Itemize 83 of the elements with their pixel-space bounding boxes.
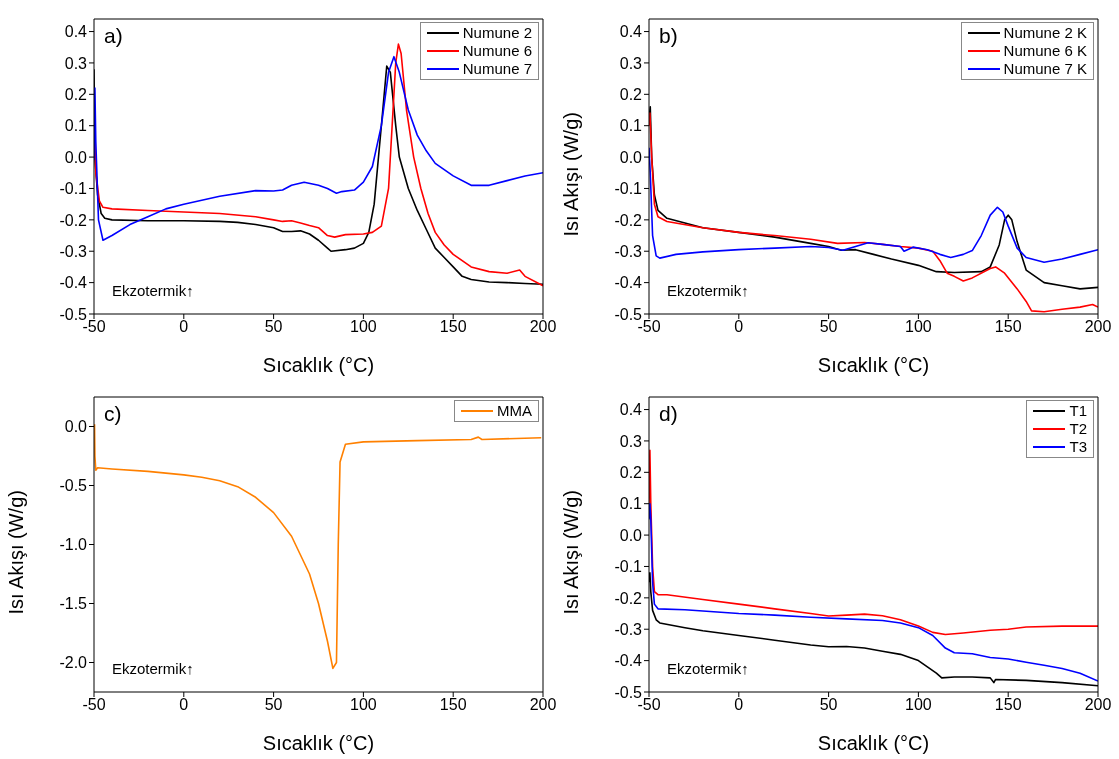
legend-label: Numune 6 K [1003,42,1087,60]
y-tick-label: 0.2 [619,464,643,481]
y-tick-label: -0.4 [59,274,88,292]
x-tick-label: 50 [264,318,283,336]
y-tick-label: -0.3 [614,620,643,638]
x-tick-label: 150 [994,696,1022,714]
legend-label: Numune 7 K [1003,60,1087,78]
y-tick-label: 0.0 [619,148,643,166]
chart-title: b) [659,24,678,48]
annotation: Ekzotermik↑ [667,660,749,677]
legend-label: T2 [1069,420,1087,438]
chart-title: d) [659,402,678,426]
y-tick-label: 0.0 [619,526,643,544]
line-series [94,55,543,242]
x-tick-label: -50 [82,696,106,714]
y-tick-label: 0.0 [64,148,88,166]
y-tick-label: 0.3 [619,54,643,72]
y-tick-label: -0.2 [614,589,643,607]
y-tick-label: -2.0 [59,654,88,672]
legend-label: Numune 6 [462,42,532,60]
line-series [649,502,1098,682]
y-tick-label: -1.0 [59,536,88,554]
x-tick-label: 0 [179,318,189,336]
y-tick-label: -0.1 [59,180,88,198]
x-tick-label: 100 [905,696,932,714]
y-tick-label: -0.5 [614,683,643,701]
y-tick-label: 0.3 [64,54,88,72]
x-tick-label: 150 [439,318,467,336]
y-tick-label: 0.1 [64,117,88,135]
x-tick-label: 200 [529,696,557,714]
chart-title: c) [104,402,122,426]
y-tick-label: -0.5 [614,305,643,323]
y-tick-label: 0.2 [619,86,643,103]
legend-label: T1 [1069,402,1087,420]
y-tick-label: -0.3 [614,242,643,260]
x-tick-label: 200 [1084,696,1112,714]
legend-label: Numune 2 [462,24,532,42]
x-tick-label: 50 [264,696,283,714]
x-tick-label: 200 [529,318,557,336]
x-tick-label: 50 [819,696,838,714]
legend-label: MMA [497,402,532,420]
y-tick-label: -0.1 [614,180,643,198]
x-tick-label: 50 [819,318,838,336]
x-axis-title: Sıcaklık (°C) [817,732,930,754]
y-tick-label: -0.4 [614,652,643,670]
legend-label: Numune 2 K [1003,24,1087,42]
y-tick-label: -0.4 [614,274,643,292]
x-tick-label: 0 [734,318,744,336]
x-tick-label: 0 [179,696,189,714]
y-axis-title: Isı Akışı (W/g) [560,112,583,237]
y-tick-label: -0.2 [59,211,88,229]
y-tick-label: -0.5 [59,477,88,495]
x-tick-label: 100 [905,318,932,336]
y-tick-label: -0.2 [614,211,643,229]
y-tick-label: 0.1 [619,117,643,135]
annotation: Ekzotermik↑ [112,660,194,677]
y-tick-label: 0.1 [619,495,643,513]
y-tick-label: 0.0 [64,418,88,436]
y-tick-label: 0.2 [64,86,88,103]
y-tick-label: 0.4 [619,401,643,419]
y-axis-title: Isı Akışı (W/g) [560,490,583,615]
annotation: Ekzotermik↑ [112,282,194,299]
x-axis-title: Sıcaklık (°C) [262,732,375,754]
legend-label: Numune 7 [462,60,532,78]
y-axis-title: Isı Akışı (W/g) [5,490,28,615]
chart-title: a) [104,24,123,48]
x-axis-title: Sıcaklık (°C) [817,354,930,376]
x-tick-label: 150 [439,696,467,714]
y-tick-label: -0.1 [614,558,643,576]
y-tick-label: -1.5 [59,595,88,613]
x-tick-label: 100 [350,318,377,336]
y-tick-label: -0.5 [59,305,88,323]
x-tick-label: 150 [994,318,1022,336]
y-tick-label: 0.3 [619,432,643,450]
x-tick-label: 200 [1084,318,1112,336]
x-tick-label: 100 [350,696,377,714]
x-tick-label: 0 [734,696,744,714]
y-tick-label: 0.4 [619,23,643,41]
x-axis-title: Sıcaklık (°C) [262,354,375,376]
legend-label: T3 [1069,438,1087,456]
y-tick-label: 0.4 [64,23,88,41]
y-tick-label: -0.3 [59,242,88,260]
annotation: Ekzotermik↑ [667,282,749,299]
